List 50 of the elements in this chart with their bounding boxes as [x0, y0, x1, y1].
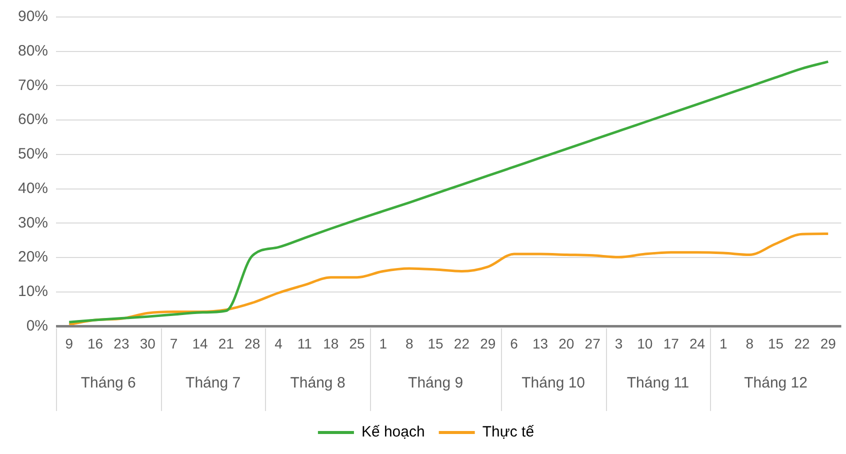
text: Tháng 7 [186, 374, 241, 392]
x-tick-label: 9 [65, 335, 74, 352]
x-tick-label: 18 [323, 335, 339, 352]
x-tick-label: 25 [349, 335, 366, 352]
x-tick-label: 22 [794, 335, 810, 352]
x-tick-label: 15 [428, 335, 444, 352]
text: Tháng 12 [744, 374, 808, 392]
y-tick-label: 0% [26, 317, 48, 334]
x-tick-label: 3 [614, 335, 623, 352]
y-tick-label: 60% [18, 111, 48, 128]
x-tick-label: 11 [297, 335, 312, 352]
line-series [68, 60, 830, 324]
text: Tháng 8 [290, 374, 346, 392]
x-tick-label: 15 [768, 335, 784, 352]
x-tick-label: 6 [510, 335, 518, 352]
y-tick-label: 10% [18, 282, 48, 300]
x-tick-label: 10 [637, 335, 653, 352]
x-tick-label: 7 [170, 335, 178, 352]
x-tick-label: 8 [405, 335, 414, 352]
x-tick-label: 17 [663, 335, 680, 352]
x-tick-label: 1 [720, 335, 728, 352]
y-tick-label: 90% [18, 8, 48, 26]
y-tick-label: 30% [18, 214, 48, 232]
y-tick-label: 40% [18, 180, 48, 197]
x-tick-label: 14 [192, 335, 208, 352]
legend-label: Kế hoạch [361, 424, 425, 441]
x-tick-label: 22 [454, 335, 470, 352]
x-tick-label: 29 [480, 335, 496, 352]
x-tick-label: 16 [87, 335, 104, 352]
x-tick-label: 4 [274, 335, 283, 352]
legend-label: Thực tế [482, 424, 535, 441]
y-tick-label: 80% [18, 42, 48, 60]
x-tick-label: 1 [379, 335, 388, 352]
x-tick-label: 24 [689, 335, 706, 352]
text: Tháng 11 [626, 374, 690, 392]
y-tick-label: 70% [18, 76, 48, 94]
x-tick-label: 29 [820, 335, 836, 352]
text: Tháng 10 [522, 374, 586, 392]
text: Tháng 6 [80, 374, 136, 392]
x-tick-label: 28 [244, 335, 260, 352]
y-tick-label: 50% [18, 146, 48, 163]
x-tick-label: 30 [140, 335, 156, 352]
y-tick-label: 20% [18, 248, 48, 266]
x-tick-label: 20 [558, 335, 574, 352]
x-tick-label: 27 [584, 335, 601, 352]
x-tick-label: 8 [746, 335, 754, 352]
text: Tháng 9 [408, 374, 464, 392]
x-tick-label: 13 [532, 335, 548, 352]
x-tick-label: 21 [218, 335, 234, 352]
x-tick-label: 23 [114, 335, 130, 352]
